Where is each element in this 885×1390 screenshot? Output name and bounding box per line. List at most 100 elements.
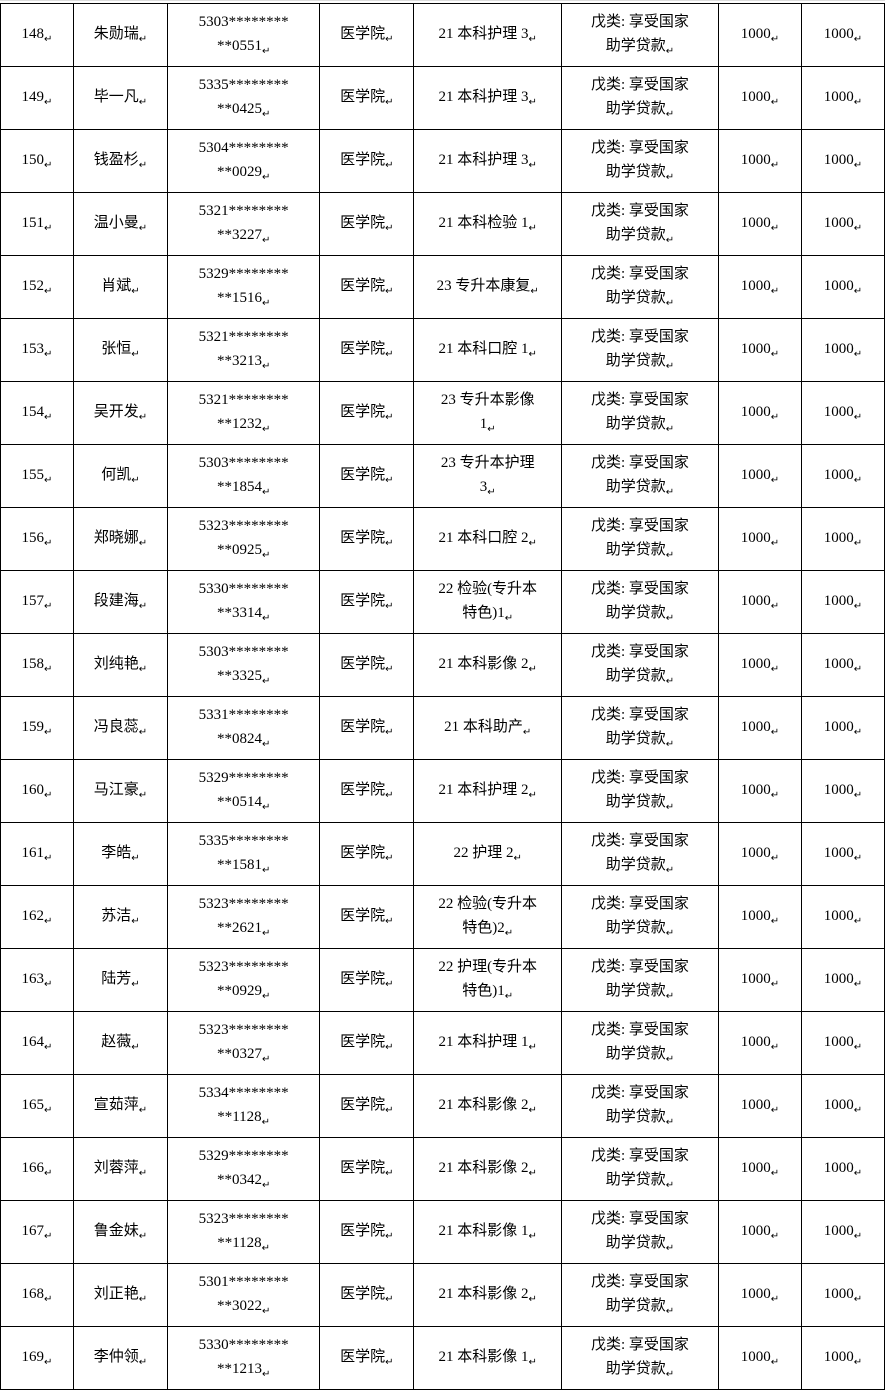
student-aid-table-container: 148↵朱勋瑞↵5303**********0551↵医学院↵21 本科护理 3…: [0, 1, 885, 1390]
aid-category: 戊类: 享受国家助学贷款↵: [562, 634, 719, 697]
amount-2: 1000↵: [801, 1138, 884, 1201]
amount-1: 1000↵: [718, 949, 801, 1012]
class-name: 21 本科影像 1↵: [414, 1327, 562, 1390]
row-number: 169↵: [1, 1327, 74, 1390]
student-id: 5303**********0551↵: [168, 4, 320, 67]
aid-category: 戊类: 享受国家助学贷款↵: [562, 382, 719, 445]
student-id: 5321**********3213↵: [168, 319, 320, 382]
student-id: 5331**********0824↵: [168, 697, 320, 760]
row-number: 159↵: [1, 697, 74, 760]
student-id: 5301**********3022↵: [168, 1264, 320, 1327]
student-name: 宣茹萍↵: [73, 1075, 167, 1138]
row-number: 154↵: [1, 382, 74, 445]
table-row: 157↵段建海↵5330**********3314↵医学院↵22 检验(专升本…: [1, 571, 885, 634]
aid-category: 戊类: 享受国家助学贷款↵: [562, 571, 719, 634]
table-body: 148↵朱勋瑞↵5303**********0551↵医学院↵21 本科护理 3…: [1, 4, 885, 1390]
row-number: 168↵: [1, 1264, 74, 1327]
college: 医学院↵: [320, 823, 414, 886]
aid-category: 戊类: 享受国家助学贷款↵: [562, 1201, 719, 1264]
class-name: 21 本科口腔 2↵: [414, 508, 562, 571]
amount-1: 1000↵: [718, 823, 801, 886]
amount-2: 1000↵: [801, 193, 884, 256]
amount-2: 1000↵: [801, 4, 884, 67]
class-name: 21 本科护理 1↵: [414, 1012, 562, 1075]
amount-1: 1000↵: [718, 193, 801, 256]
amount-1: 1000↵: [718, 67, 801, 130]
class-name: 22 护理 2↵: [414, 823, 562, 886]
row-number: 167↵: [1, 1201, 74, 1264]
aid-category: 戊类: 享受国家助学贷款↵: [562, 319, 719, 382]
class-name: 21 本科护理 3↵: [414, 4, 562, 67]
aid-category: 戊类: 享受国家助学贷款↵: [562, 1264, 719, 1327]
amount-2: 1000↵: [801, 823, 884, 886]
amount-1: 1000↵: [718, 256, 801, 319]
table-row: 169↵李仲领↵5330**********1213↵医学院↵21 本科影像 1…: [1, 1327, 885, 1390]
amount-1: 1000↵: [718, 886, 801, 949]
college: 医学院↵: [320, 256, 414, 319]
row-number: 163↵: [1, 949, 74, 1012]
amount-2: 1000↵: [801, 256, 884, 319]
student-name: 郑晓娜↵: [73, 508, 167, 571]
student-name: 刘正艳↵: [73, 1264, 167, 1327]
aid-category: 戊类: 享受国家助学贷款↵: [562, 823, 719, 886]
college: 医学院↵: [320, 445, 414, 508]
student-name: 何凯↵: [73, 445, 167, 508]
amount-2: 1000↵: [801, 886, 884, 949]
aid-category: 戊类: 享受国家助学贷款↵: [562, 193, 719, 256]
student-name: 赵薇↵: [73, 1012, 167, 1075]
class-name: 21 本科助产↵: [414, 697, 562, 760]
row-number: 160↵: [1, 760, 74, 823]
student-id: 5303**********1854↵: [168, 445, 320, 508]
amount-2: 1000↵: [801, 634, 884, 697]
amount-2: 1000↵: [801, 130, 884, 193]
amount-1: 1000↵: [718, 571, 801, 634]
table-row: 167↵鲁金妹↵5323**********1128↵医学院↵21 本科影像 1…: [1, 1201, 885, 1264]
row-number: 151↵: [1, 193, 74, 256]
student-id: 5329**********0514↵: [168, 760, 320, 823]
aid-category: 戊类: 享受国家助学贷款↵: [562, 760, 719, 823]
college: 医学院↵: [320, 1201, 414, 1264]
student-name: 毕一凡↵: [73, 67, 167, 130]
college: 医学院↵: [320, 319, 414, 382]
class-name: 21 本科影像 1↵: [414, 1201, 562, 1264]
student-name: 马江豪↵: [73, 760, 167, 823]
class-name: 23 专升本影像1↵: [414, 382, 562, 445]
college: 医学院↵: [320, 760, 414, 823]
row-number: 150↵: [1, 130, 74, 193]
class-name: 22 检验(专升本特色)1↵: [414, 571, 562, 634]
student-id: 5303**********3325↵: [168, 634, 320, 697]
table-row: 159↵冯良蕊↵5331**********0824↵医学院↵21 本科助产↵戊…: [1, 697, 885, 760]
college: 医学院↵: [320, 1012, 414, 1075]
aid-category: 戊类: 享受国家助学贷款↵: [562, 697, 719, 760]
aid-category: 戊类: 享受国家助学贷款↵: [562, 508, 719, 571]
student-id: 5330**********1213↵: [168, 1327, 320, 1390]
amount-2: 1000↵: [801, 319, 884, 382]
amount-1: 1000↵: [718, 1201, 801, 1264]
amount-1: 1000↵: [718, 760, 801, 823]
table-row: 153↵张恒↵5321**********3213↵医学院↵21 本科口腔 1↵…: [1, 319, 885, 382]
student-id: 5335**********0425↵: [168, 67, 320, 130]
class-name: 22 检验(专升本特色)2↵: [414, 886, 562, 949]
table-row: 160↵马江豪↵5329**********0514↵医学院↵21 本科护理 2…: [1, 760, 885, 823]
aid-category: 戊类: 享受国家助学贷款↵: [562, 256, 719, 319]
student-name: 吴开发↵: [73, 382, 167, 445]
student-id: 5329**********0342↵: [168, 1138, 320, 1201]
student-id: 5330**********3314↵: [168, 571, 320, 634]
amount-1: 1000↵: [718, 1264, 801, 1327]
student-id: 5323**********1128↵: [168, 1201, 320, 1264]
aid-category: 戊类: 享受国家助学贷款↵: [562, 886, 719, 949]
student-name: 李皓↵: [73, 823, 167, 886]
amount-1: 1000↵: [718, 130, 801, 193]
amount-2: 1000↵: [801, 445, 884, 508]
class-name: 22 护理(专升本特色)1↵: [414, 949, 562, 1012]
college: 医学院↵: [320, 697, 414, 760]
table-row: 156↵郑晓娜↵5323**********0925↵医学院↵21 本科口腔 2…: [1, 508, 885, 571]
amount-2: 1000↵: [801, 67, 884, 130]
row-number: 166↵: [1, 1138, 74, 1201]
amount-1: 1000↵: [718, 634, 801, 697]
college: 医学院↵: [320, 382, 414, 445]
amount-1: 1000↵: [718, 445, 801, 508]
class-name: 21 本科影像 2↵: [414, 634, 562, 697]
class-name: 21 本科护理 3↵: [414, 67, 562, 130]
table-row: 152↵肖斌↵5329**********1516↵医学院↵23 专升本康复↵戊…: [1, 256, 885, 319]
